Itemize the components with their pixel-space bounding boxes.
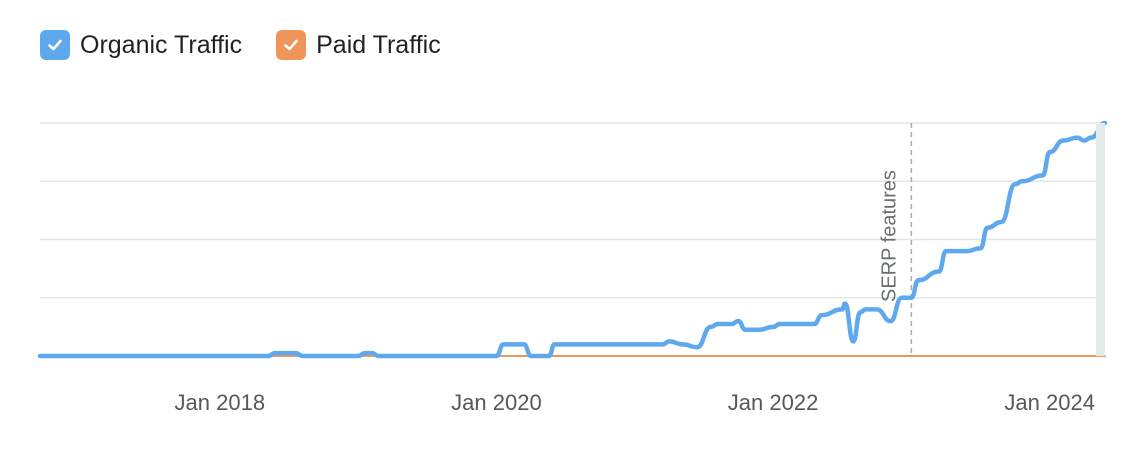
legend: Organic Traffic Paid Traffic [40,30,441,60]
legend-item-organic-traffic[interactable]: Organic Traffic [40,30,242,60]
legend-checkbox[interactable] [276,30,307,60]
grid-lines [40,122,1105,357]
x-axis-tick-labels: Jan 2018 Jan 2020 Jan 2022 Jan 2024 [175,390,1095,415]
x-tick-label: Jan 2022 [728,390,819,415]
series-line-organic-traffic [37,120,1108,359]
check-icon [48,39,62,51]
series-lines [37,120,1108,359]
timeline-scrollbar[interactable] [1096,123,1105,356]
annotations: SERP features [878,123,913,356]
x-tick-label: Jan 2020 [451,390,542,415]
legend-item-paid-traffic[interactable]: Paid Traffic [276,30,441,60]
x-tick-label: Jan 2024 [1004,390,1095,415]
legend-checkbox[interactable] [40,30,70,60]
legend-label: Organic Traffic [80,30,243,59]
check-icon [284,39,298,51]
annotation-label: SERP features [878,170,900,302]
x-tick-label: Jan 2018 [175,390,266,415]
legend-label: Paid Traffic [316,30,441,59]
